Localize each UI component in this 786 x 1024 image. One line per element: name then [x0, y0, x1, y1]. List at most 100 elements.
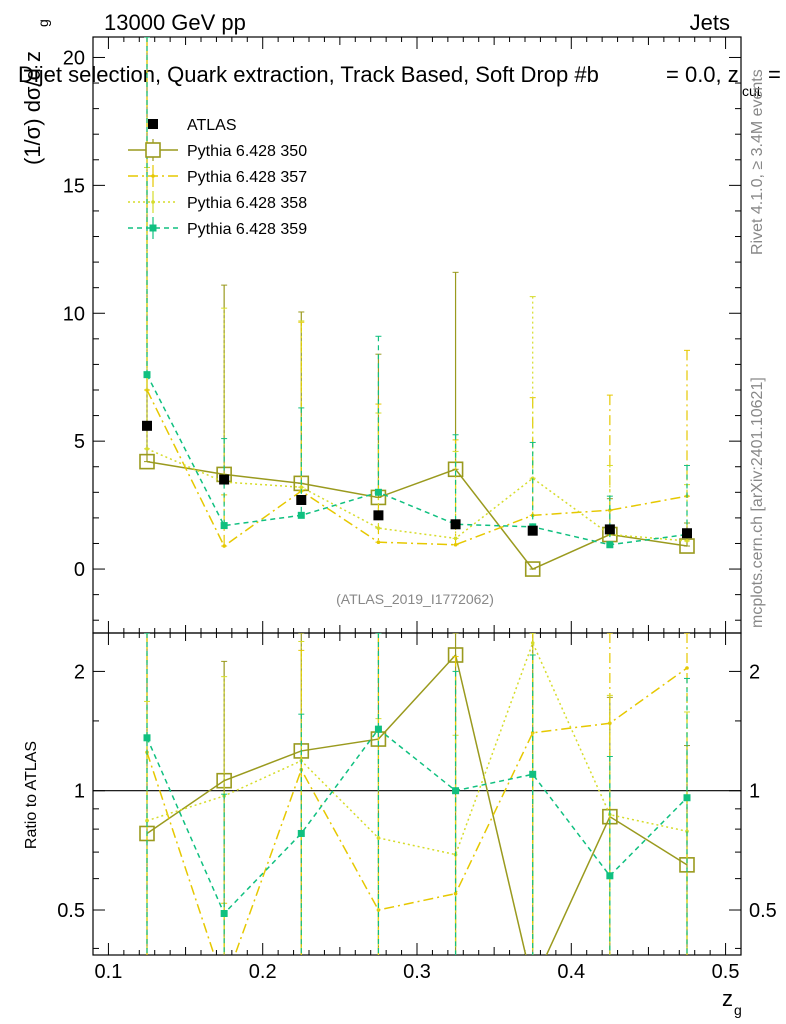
legend-item-p358: Pythia 6.428 358	[128, 191, 307, 213]
ratio-ytick-label: 2	[74, 661, 85, 683]
ratio-marker-p359	[529, 770, 537, 778]
ratio-line-p359	[146, 728, 688, 915]
marker-p350	[139, 453, 155, 470]
marker-p350	[679, 538, 695, 554]
ratio-marker-p359	[143, 734, 151, 742]
marker-p358	[376, 526, 381, 530]
marker-p358	[145, 447, 149, 451]
ratio-marker-p359	[683, 794, 691, 802]
header-left: 13000 GeV pp	[104, 10, 246, 35]
ratio-ytick-label-right: 1	[749, 781, 760, 803]
ratio-ytick-label: 1	[74, 781, 85, 803]
marker-p359	[374, 488, 382, 496]
legend-label: Pythia 6.428 350	[187, 143, 307, 160]
marker-p357	[145, 388, 149, 392]
legend-marker-p350	[145, 142, 161, 158]
analysis-watermark: (ATLAS_2019_I1772062)	[336, 591, 494, 607]
marker-p358	[530, 476, 535, 481]
ratio-marker-p357	[685, 666, 689, 670]
ratio-marker-p357	[530, 730, 535, 735]
main-axes: 0 5 10 15 20	[63, 37, 741, 633]
marker-atlas	[604, 524, 615, 535]
ratio-marker-p350	[216, 772, 232, 789]
marker-p357	[608, 508, 612, 513]
legend-label: ATLAS	[187, 117, 237, 134]
xlabel-sub: g	[734, 1002, 742, 1018]
marker-atlas	[373, 510, 384, 521]
xtick-label: 0.5	[712, 961, 740, 983]
ratio-marker-p358	[376, 836, 381, 840]
series-p359	[143, 37, 691, 549]
xtick-label: 0.3	[403, 961, 431, 983]
series-line-p357	[146, 389, 688, 548]
legend-label: Pythia 6.428 359	[187, 221, 307, 238]
ratio-ylabel: Ratio to ATLAS	[23, 741, 40, 849]
ratio-marker-p359	[297, 829, 305, 837]
marker-p358	[685, 539, 689, 543]
marker-p357	[222, 544, 226, 548]
ratio-marker-p358	[685, 829, 689, 834]
marker-atlas	[219, 474, 230, 485]
ratio-ytick-label: 0.5	[57, 900, 85, 922]
ratio-marker-p359	[220, 909, 228, 917]
legend-marker-atlas	[148, 119, 158, 129]
plot-title-tail: =	[768, 62, 781, 87]
marker-atlas	[527, 525, 538, 536]
ratio-marker-p359	[606, 872, 614, 880]
main-ylabel: (1/σ) dσ/d z g	[20, 19, 51, 165]
series-line-p350	[146, 460, 688, 570]
legend-item-p357: Pythia 6.428 357	[128, 165, 307, 187]
ratio-marker-p357	[608, 721, 612, 726]
legend-label: Pythia 6.428 357	[187, 169, 307, 186]
marker-p358	[453, 536, 458, 541]
ratio-panel-frame	[92, 632, 742, 956]
series-line-p359	[146, 374, 688, 546]
marker-p359	[606, 541, 614, 549]
plot-title: Dijet selection, Quark extraction, Track…	[18, 62, 599, 87]
marker-p357	[376, 540, 381, 544]
xtick-label: 0.4	[557, 961, 585, 983]
marker-atlas	[682, 528, 692, 539]
legend: ATLAS Pythia 6.428 350 Pythia 6.428 357 Pyt…	[128, 117, 307, 239]
ratio-marker-p358	[145, 818, 149, 823]
marker-atlas	[142, 420, 152, 431]
series-line-p358	[146, 448, 688, 542]
main-plot-area	[139, 37, 695, 577]
marker-p359	[297, 511, 305, 519]
ratio-line-p350	[146, 653, 688, 955]
marker-p359	[220, 522, 228, 530]
legend-item-p350: Pythia 6.428 350	[128, 139, 307, 161]
marker-p359	[143, 371, 151, 379]
main-ytick-label: 20	[63, 47, 85, 69]
legend-item-atlas: ATLAS	[148, 117, 237, 134]
rivet-caption: Rivet 4.1.0, ≥ 3.4M events	[749, 69, 766, 255]
legend-item-p359: Pythia 6.428 359	[128, 217, 307, 239]
ratio-ytick-label-right: 0.5	[749, 900, 777, 922]
header-right: Jets	[690, 10, 730, 35]
plot-title-cut-sub: cut	[742, 83, 761, 99]
legend-marker-p358	[151, 200, 155, 204]
marker-p358	[299, 485, 304, 489]
ratio-axes: 0.1 0.2 0.3 0.4 0.5 0.5 0.5 1 1 2 2	[57, 633, 777, 983]
xtick-label: 0.2	[249, 961, 277, 983]
marker-p357	[453, 542, 458, 547]
ratio-marker-p357	[453, 891, 458, 896]
ratio-series-p359	[143, 633, 691, 955]
main-ylabel-text: (1/σ) dσ/d z	[20, 51, 45, 165]
main-ytick-label: 5	[74, 431, 85, 453]
xtick-label: 0.1	[95, 961, 123, 983]
legend-marker-p357	[151, 174, 155, 178]
ratio-line-p358	[146, 640, 688, 856]
main-ytick-label: 10	[63, 303, 85, 325]
marker-atlas	[450, 519, 461, 530]
ratio-marker-p359	[452, 787, 460, 795]
ratio-marker-p359	[374, 725, 382, 733]
ratio-line-p357	[146, 667, 688, 955]
main-ylabel-sub: g	[35, 19, 51, 27]
ratio-series-p350	[139, 633, 695, 955]
ratio-marker-p358	[530, 641, 535, 645]
plot-title-cut: = 0.0, z	[666, 62, 739, 87]
ratio-ytick-label-right: 2	[749, 661, 760, 683]
main-ytick-label: 0	[74, 559, 85, 581]
